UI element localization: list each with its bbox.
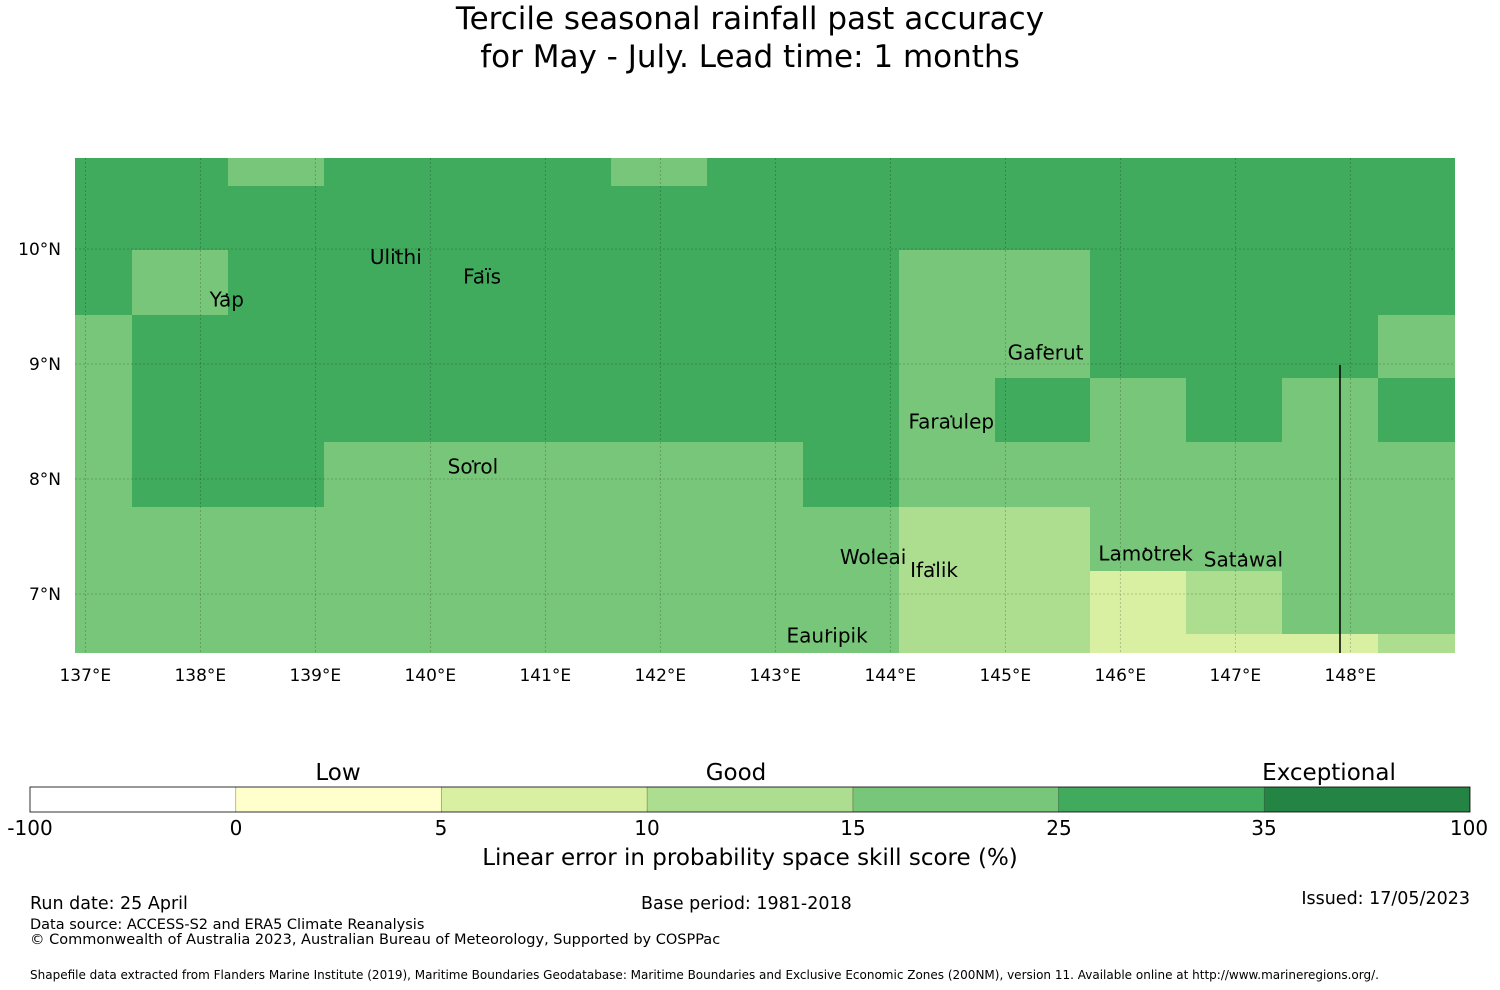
colorbar-tick: 100 bbox=[1449, 816, 1489, 840]
place-label: Gaferut bbox=[1008, 340, 1084, 364]
grid-cell bbox=[228, 158, 324, 186]
colorbar-segment bbox=[235, 787, 442, 812]
lat-tick-label: 8°N bbox=[29, 470, 61, 490]
place-label: Ulithi bbox=[370, 245, 422, 269]
shapefile-credit: Shapefile data extracted from Flanders M… bbox=[30, 968, 1379, 982]
island-marker bbox=[825, 629, 829, 632]
place-label: Yap bbox=[209, 288, 244, 312]
place-label: Ifalik bbox=[910, 558, 958, 582]
place-label: Satawal bbox=[1204, 547, 1283, 571]
island-marker bbox=[871, 550, 875, 554]
lon-tick-label: 143°E bbox=[749, 666, 801, 686]
colorbar-tick: 5 bbox=[434, 816, 448, 840]
lat-tick-label: 9°N bbox=[29, 355, 61, 375]
lon-tick-label: 148°E bbox=[1324, 666, 1376, 686]
grid-cell bbox=[899, 250, 1090, 378]
island-marker bbox=[950, 415, 953, 418]
lon-tick-label: 146°E bbox=[1094, 666, 1146, 686]
colorbar-segment bbox=[441, 787, 648, 812]
grid-cell bbox=[611, 158, 707, 186]
place-label: Lamotrek bbox=[1098, 542, 1193, 566]
data-source: Data source: ACCESS-S2 and ERA5 Climate … bbox=[30, 917, 425, 933]
colorbar-segment bbox=[30, 787, 236, 812]
place-label: Faraulep bbox=[908, 409, 994, 433]
lon-tick-label: 137°E bbox=[59, 666, 111, 686]
island-marker bbox=[1144, 547, 1147, 550]
colorbar-segment bbox=[852, 787, 1059, 812]
island-marker bbox=[394, 250, 398, 254]
issued-date: Issued: 17/05/2023 bbox=[1301, 889, 1470, 909]
title-line-1: Tercile seasonal rainfall past accuracy bbox=[455, 1, 1045, 37]
colorbar bbox=[29, 786, 1471, 813]
colorbar-segment bbox=[647, 787, 853, 812]
island-marker bbox=[932, 563, 936, 566]
colorbar-frame bbox=[29, 786, 1471, 813]
colorbar-tick: 0 bbox=[229, 816, 243, 840]
island-marker bbox=[1242, 553, 1245, 556]
grid-cell bbox=[1186, 634, 1378, 653]
lon-tick-label: 140°E bbox=[404, 666, 456, 686]
colorbar-category-low: Low bbox=[315, 760, 361, 786]
grid-cell bbox=[324, 442, 803, 653]
place-label: Eauripik bbox=[787, 623, 869, 647]
colorbar-category-good: Good bbox=[705, 760, 767, 786]
place-labels: Ulithi Faïs Yap Gaferut Faraulep Sorol WoleaiI… bbox=[209, 245, 1283, 647]
lon-tick-label: 147°E bbox=[1209, 666, 1261, 686]
axis-tick-labels: 137°E 138°E 139°E 140°E 141°E 142°E 143°E 144°E… bbox=[18, 240, 1376, 686]
island-marker bbox=[471, 460, 475, 463]
place-label: Sorol bbox=[448, 454, 499, 478]
grid-cell bbox=[803, 507, 899, 653]
grid-cell bbox=[899, 507, 1090, 653]
lon-tick-label: 142°E bbox=[634, 666, 686, 686]
colorbar-tick: 15 bbox=[840, 816, 866, 840]
colorbar-category-exceptional: Exceptional bbox=[1262, 760, 1396, 786]
grid-cell bbox=[132, 250, 228, 315]
colorbar-tick: 10 bbox=[634, 816, 660, 840]
run-date: Run date: 25 April bbox=[30, 894, 188, 914]
grid-cell bbox=[1282, 378, 1378, 653]
island-marker bbox=[225, 293, 228, 296]
title-line-2: for May - July. Lead time: 1 months bbox=[480, 39, 1020, 75]
island-marker bbox=[480, 270, 484, 273]
colorbar-tick: -100 bbox=[7, 816, 53, 840]
lat-tick-label: 7°N bbox=[29, 585, 61, 605]
colorbar-tick: 35 bbox=[1251, 816, 1277, 840]
colorbar-segment bbox=[1058, 787, 1265, 812]
place-label: Faïs bbox=[463, 265, 501, 289]
base-period: Base period: 1981-2018 bbox=[641, 894, 852, 914]
lon-tick-label: 145°E bbox=[979, 666, 1031, 686]
lon-tick-label: 139°E bbox=[289, 666, 341, 686]
colorbar-segment bbox=[1264, 787, 1470, 812]
colorbar-tick: 25 bbox=[1046, 816, 1072, 840]
grid-cell bbox=[75, 507, 324, 653]
colorbar-title: Linear error in probability space skill … bbox=[482, 845, 1018, 871]
grid-cell bbox=[1378, 634, 1455, 653]
grid-cell bbox=[1378, 442, 1455, 653]
island-marker bbox=[1044, 346, 1047, 349]
map-title: Tercile seasonal rainfall past accuracy … bbox=[0, 0, 1500, 76]
skill-grid bbox=[75, 158, 1455, 653]
grid-cell bbox=[1090, 571, 1186, 653]
lon-tick-label: 144°E bbox=[864, 666, 916, 686]
graticule bbox=[75, 158, 1455, 653]
lat-tick-label: 10°N bbox=[18, 240, 61, 260]
place-label: Woleai bbox=[840, 545, 907, 569]
lon-tick-label: 138°E bbox=[174, 666, 226, 686]
grid-cell bbox=[1378, 315, 1455, 378]
lon-tick-label: 141°E bbox=[519, 666, 571, 686]
copyright: © Commonwealth of Australia 2023, Austra… bbox=[30, 932, 721, 948]
